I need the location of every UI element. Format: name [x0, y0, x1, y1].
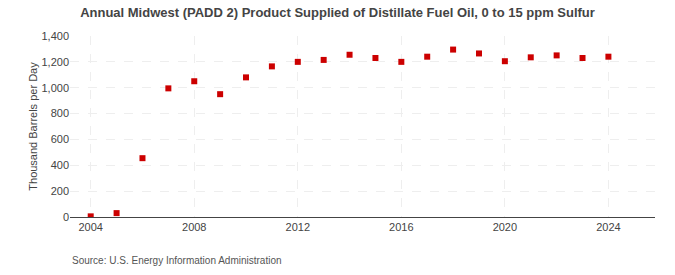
svg-text:Source: U.S. Energy Informatio: Source: U.S. Energy Information Administ… [72, 255, 282, 266]
svg-text:2008: 2008 [182, 221, 206, 233]
svg-text:1,200: 1,200 [41, 56, 69, 68]
svg-text:1,000: 1,000 [41, 82, 69, 94]
svg-text:800: 800 [51, 107, 69, 119]
svg-text:0: 0 [63, 211, 69, 223]
svg-text:200: 200 [51, 185, 69, 197]
svg-text:2004: 2004 [78, 221, 102, 233]
svg-text:2016: 2016 [389, 221, 413, 233]
svg-text:Thousand Barrels per Day: Thousand Barrels per Day [27, 62, 39, 191]
svg-text:400: 400 [51, 159, 69, 171]
svg-text:2020: 2020 [493, 221, 517, 233]
svg-text:600: 600 [51, 133, 69, 145]
svg-text:Annual Midwest (PADD 2) Produc: Annual Midwest (PADD 2) Product Supplied… [80, 5, 595, 20]
svg-text:1,400: 1,400 [41, 30, 69, 42]
svg-text:2012: 2012 [286, 221, 310, 233]
svg-text:2024: 2024 [596, 221, 620, 233]
